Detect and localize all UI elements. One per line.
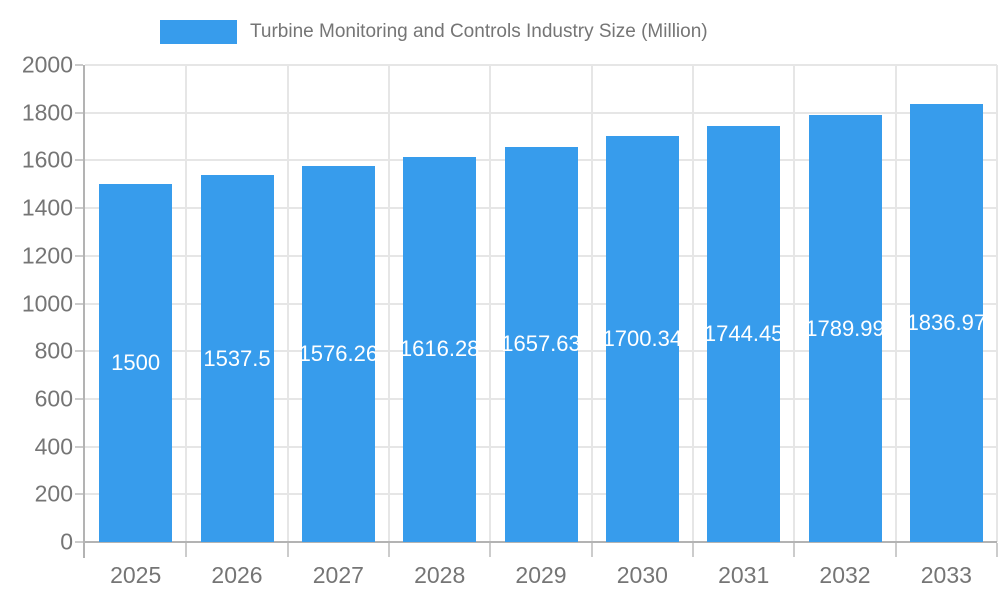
y-axis-tick-1200 — [75, 254, 83, 257]
bar-2029[interactable] — [504, 146, 578, 542]
y-axis-label-1600: 1600 — [21, 146, 73, 173]
bar-value-label: 1657.63 — [501, 331, 581, 357]
legend-swatch-icon — [160, 20, 237, 44]
h-gridline-1800 — [85, 111, 997, 114]
y-axis-tick-600 — [75, 397, 83, 400]
bar-value-label: 1537.5 — [203, 345, 271, 371]
x-axis-label-2027: 2027 — [312, 562, 364, 588]
bar-2028[interactable] — [403, 156, 477, 542]
y-axis-label-0: 0 — [60, 528, 73, 555]
x-axis-tick-9 — [996, 543, 998, 557]
y-axis-label-1200: 1200 — [21, 242, 73, 269]
x-axis-label-2028: 2028 — [414, 562, 466, 588]
x-axis-label-2031: 2031 — [718, 562, 770, 588]
x-axis-tick-7 — [793, 543, 796, 557]
bar-2030[interactable] — [605, 136, 679, 542]
v-gridline-9 — [996, 65, 998, 542]
bar-value-label: 1500 — [111, 350, 161, 376]
y-axis-tick-2000 — [75, 64, 83, 66]
x-axis-label-2030: 2030 — [616, 562, 668, 588]
y-axis-label-1400: 1400 — [21, 194, 73, 221]
y-axis-tick-0 — [75, 541, 83, 543]
x-axis-tick-4 — [489, 543, 492, 557]
y-axis-line — [83, 65, 85, 558]
y-axis-tick-1000 — [75, 302, 83, 305]
x-axis-label-2026: 2026 — [211, 562, 263, 588]
x-axis-tick-3 — [388, 543, 390, 557]
x-axis-label-2033: 2033 — [920, 562, 972, 588]
bar-2033[interactable] — [909, 103, 983, 542]
y-axis-label-800: 800 — [34, 337, 73, 364]
v-gridline-6 — [692, 65, 694, 542]
bar-2025[interactable] — [99, 184, 173, 542]
x-axis-tick-1 — [185, 543, 188, 557]
x-axis-label-2025: 2025 — [110, 562, 162, 588]
y-axis-label-600: 600 — [34, 385, 73, 412]
y-axis-label-200: 200 — [34, 480, 73, 507]
h-gridline-2000 — [85, 64, 997, 66]
v-gridline-1 — [185, 65, 188, 542]
bar-value-label: 1744.45 — [703, 320, 784, 346]
v-gridline-3 — [388, 65, 390, 542]
bar-2031[interactable] — [707, 125, 781, 542]
y-axis-tick-400 — [75, 445, 83, 448]
v-gridline-7 — [793, 65, 796, 542]
y-axis-tick-200 — [75, 493, 83, 496]
x-axis-label-2032: 2032 — [819, 562, 871, 588]
y-axis-label-1000: 1000 — [21, 290, 73, 316]
y-axis-tick-1400 — [75, 207, 83, 210]
bar-2032[interactable] — [808, 115, 882, 542]
bar-value-label: 1616.28 — [399, 336, 480, 362]
bar-value-label: 1789.99 — [805, 315, 885, 341]
legend[interactable]: Turbine Monitoring and Controls Industry… — [160, 20, 708, 44]
y-axis-label-1800: 1800 — [21, 99, 73, 126]
v-gridline-8 — [894, 65, 897, 542]
bar-value-label: 1836.97 — [906, 309, 987, 335]
y-axis-tick-1800 — [75, 111, 83, 114]
x-axis-tick-2 — [286, 543, 289, 557]
bar-2027[interactable] — [301, 166, 375, 542]
v-gridline-4 — [489, 65, 492, 542]
x-axis-label-2029: 2029 — [515, 562, 567, 588]
x-axis-line — [83, 541, 997, 543]
y-axis-label-400: 400 — [34, 433, 73, 460]
x-axis-tick-6 — [692, 543, 694, 557]
bar-value-label: 1576.26 — [298, 341, 379, 367]
y-axis-label-2000: 2000 — [21, 51, 73, 78]
y-axis-tick-1600 — [75, 159, 83, 162]
v-gridline-5 — [590, 65, 593, 542]
bar-value-label: 1700.34 — [602, 326, 683, 352]
x-axis-tick-8 — [894, 543, 897, 557]
v-gridline-2 — [286, 65, 289, 542]
bar-2026[interactable] — [200, 175, 274, 542]
x-axis-tick-5 — [590, 543, 593, 557]
legend-label: Turbine Monitoring and Controls Industry… — [250, 21, 708, 42]
y-axis-tick-800 — [75, 350, 83, 353]
